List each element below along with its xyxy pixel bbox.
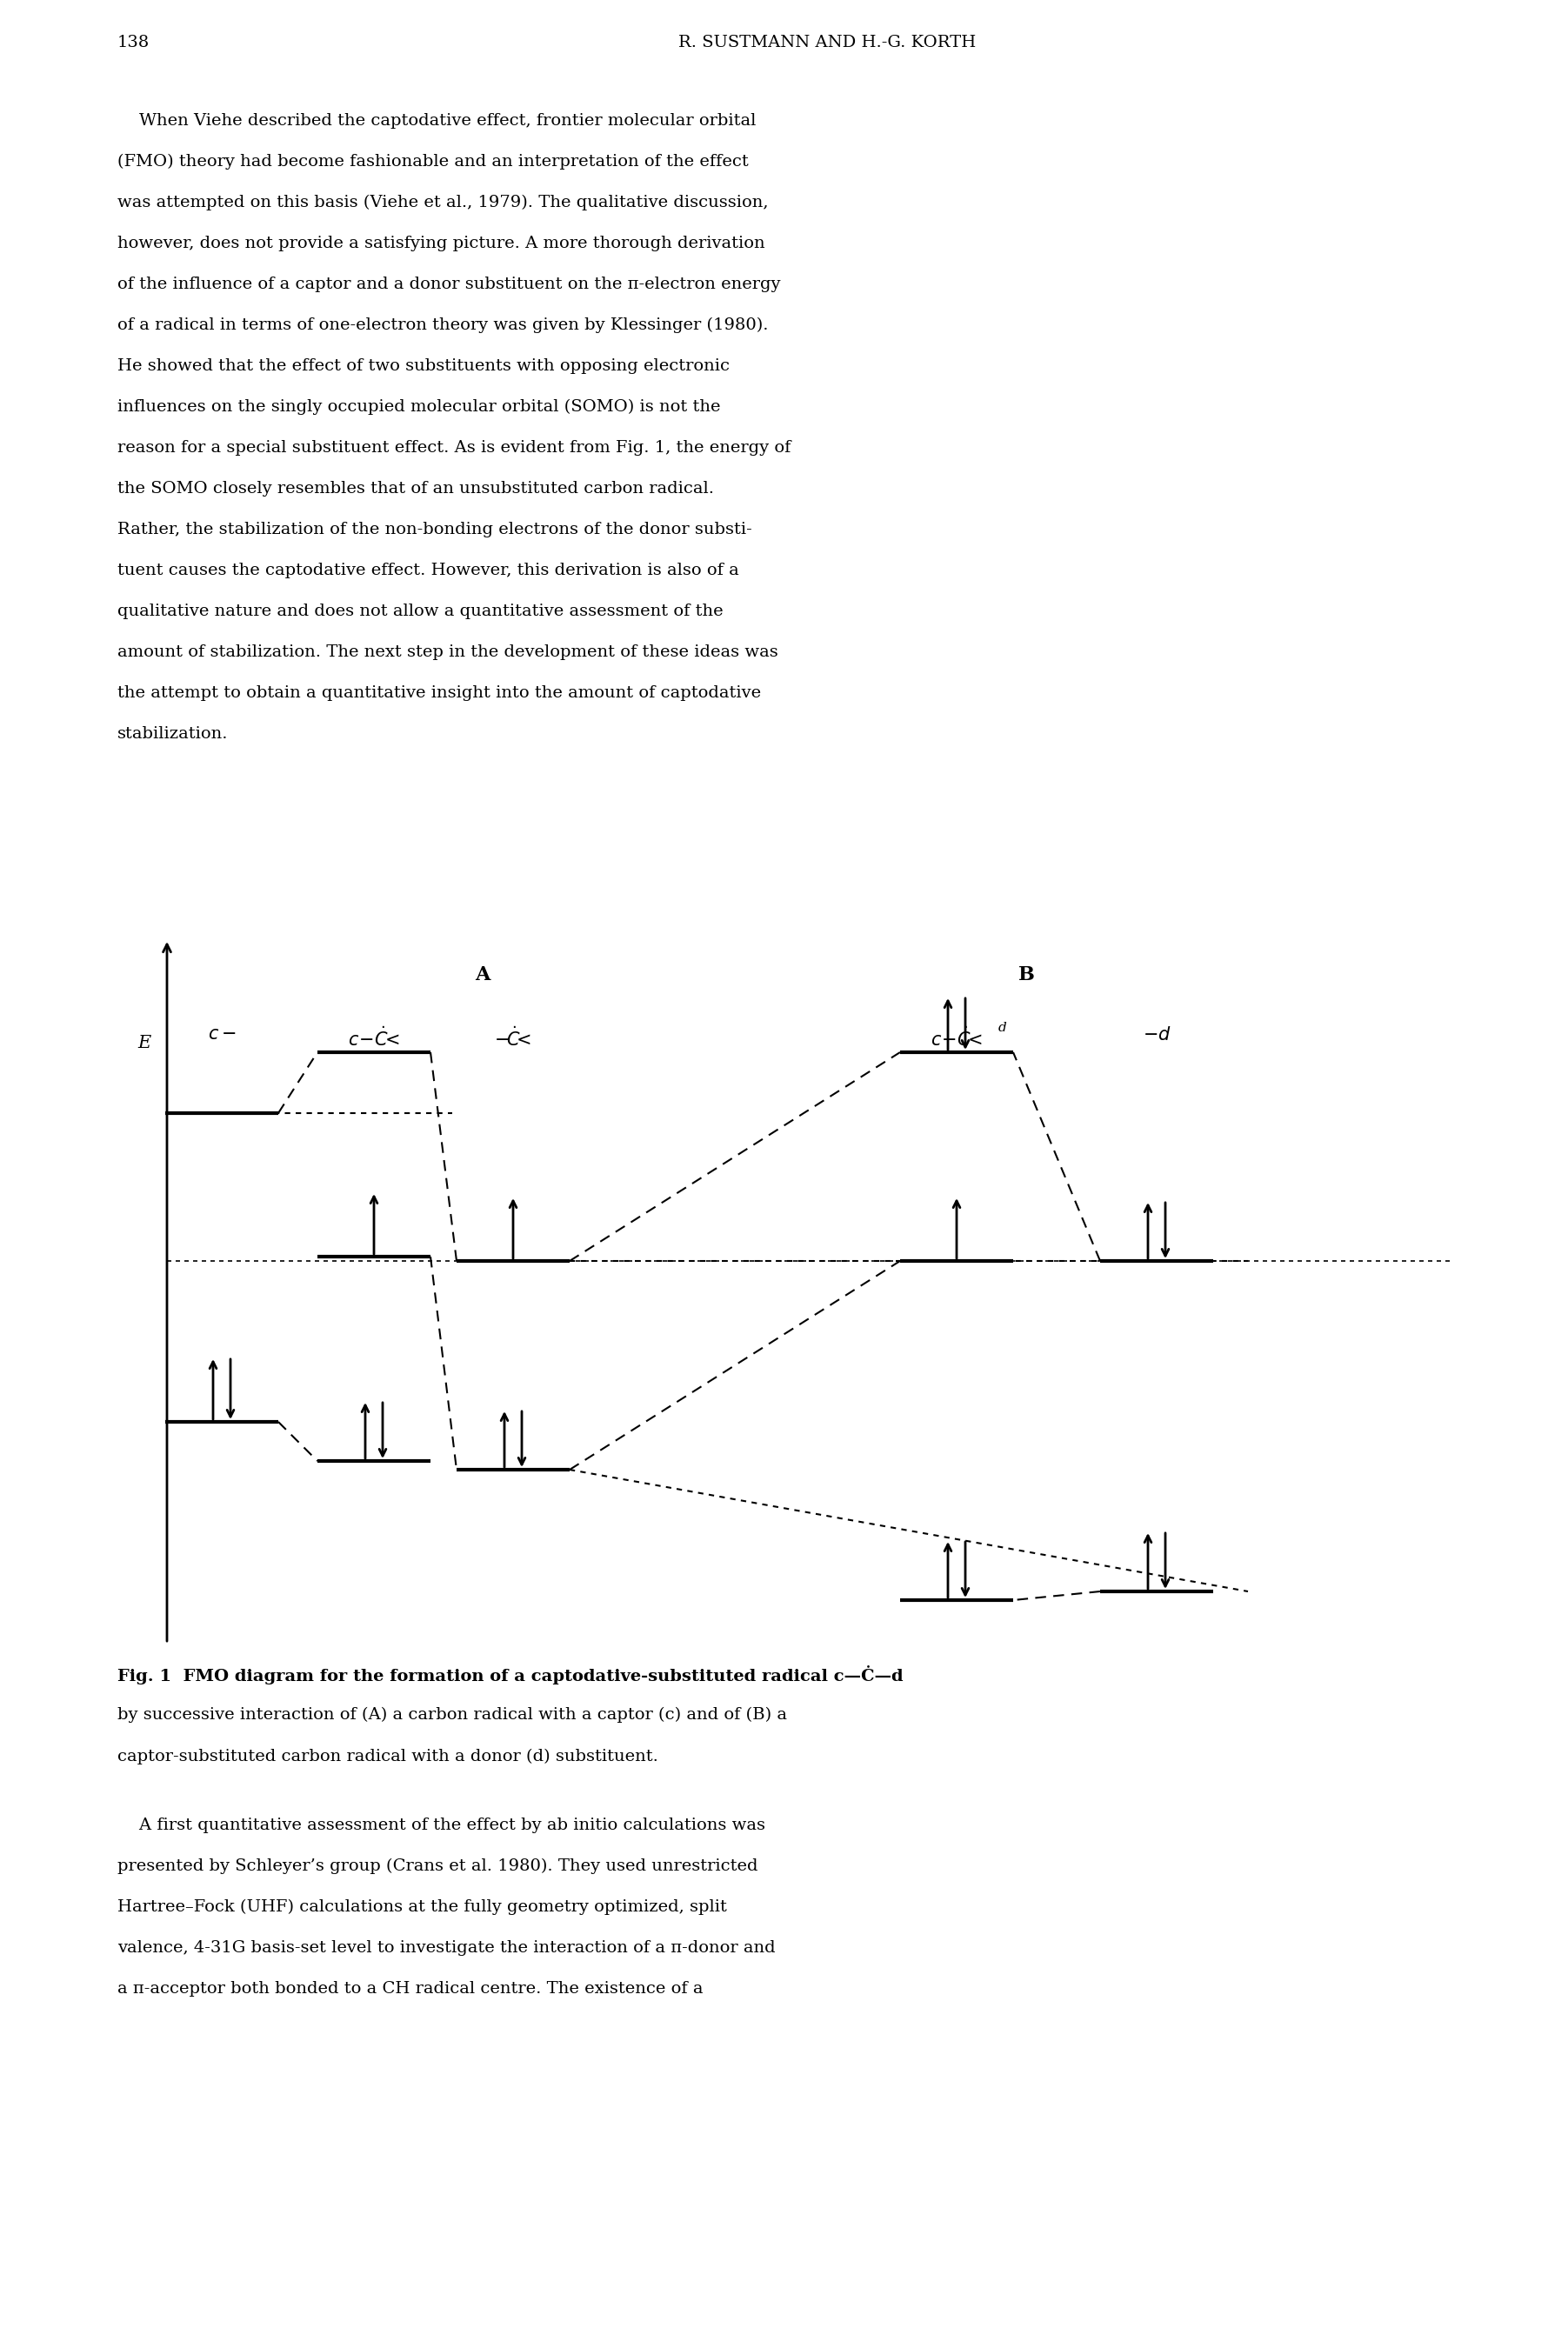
Text: the SOMO closely resembles that of an unsubstituted carbon radical.: the SOMO closely resembles that of an un…	[118, 481, 713, 495]
Text: He showed that the effect of two substituents with opposing electronic: He showed that the effect of two substit…	[118, 359, 729, 373]
Text: of the influence of a captor and a donor substituent on the π-electron energy: of the influence of a captor and a donor…	[118, 277, 781, 291]
Text: presented by Schleyer’s group (Crans et al. 1980). They used unrestricted: presented by Schleyer’s group (Crans et …	[118, 1857, 757, 1874]
Text: influences on the singly occupied molecular orbital (SOMO) is not the: influences on the singly occupied molecu…	[118, 399, 721, 416]
Text: B: B	[1018, 965, 1035, 984]
Text: A: A	[475, 965, 491, 984]
Text: 138: 138	[118, 35, 151, 49]
Text: $c-$: $c-$	[207, 1026, 237, 1043]
Text: $c\!-\!\dot{C}\!\!<$: $c\!-\!\dot{C}\!\!<$	[348, 1026, 400, 1050]
Text: however, does not provide a satisfying picture. A more thorough derivation: however, does not provide a satisfying p…	[118, 235, 765, 251]
Text: E: E	[138, 1035, 152, 1052]
Text: d: d	[999, 1021, 1007, 1033]
Text: $-d$: $-d$	[1143, 1026, 1171, 1043]
Text: A first quantitative assessment of the effect by ab initio calculations was: A first quantitative assessment of the e…	[118, 1817, 765, 1834]
Text: captor-substituted carbon radical with a donor (d) substituent.: captor-substituted carbon radical with a…	[118, 1749, 659, 1766]
Text: the attempt to obtain a quantitative insight into the amount of captodative: the attempt to obtain a quantitative ins…	[118, 686, 760, 702]
Text: reason for a special substituent effect. As is evident from Fig. 1, the energy o: reason for a special substituent effect.…	[118, 439, 790, 456]
Text: $-\!\dot{C}\!\!<$: $-\!\dot{C}\!\!<$	[494, 1026, 532, 1050]
Text: was attempted on this basis (Viehe et al., 1979). The qualitative discussion,: was attempted on this basis (Viehe et al…	[118, 195, 768, 211]
Text: valence, 4-31G basis-set level to investigate the interaction of a π-donor and: valence, 4-31G basis-set level to invest…	[118, 1939, 776, 1956]
Text: of a radical in terms of one-electron theory was given by Klessinger (1980).: of a radical in terms of one-electron th…	[118, 317, 768, 333]
Text: Fig. 1  FMO diagram for the formation of a captodative-substituted radical c—Ċ—d: Fig. 1 FMO diagram for the formation of …	[118, 1665, 903, 1684]
Text: tuent causes the captodative effect. However, this derivation is also of a: tuent causes the captodative effect. How…	[118, 564, 739, 578]
Text: a π-acceptor both bonded to a CH radical centre. The existence of a: a π-acceptor both bonded to a CH radical…	[118, 1982, 702, 1996]
Text: by successive interaction of (A) a carbon radical with a captor (c) and of (B) a: by successive interaction of (A) a carbo…	[118, 1707, 787, 1723]
Text: stabilization.: stabilization.	[118, 726, 229, 742]
Text: qualitative nature and does not allow a quantitative assessment of the: qualitative nature and does not allow a …	[118, 603, 723, 620]
Text: Rather, the stabilization of the non-bonding electrons of the donor substi-: Rather, the stabilization of the non-bon…	[118, 521, 753, 538]
Text: When Viehe described the captodative effect, frontier molecular orbital: When Viehe described the captodative eff…	[118, 113, 756, 129]
Text: R. SUSTMANN AND H.-G. KORTH: R. SUSTMANN AND H.-G. KORTH	[679, 35, 977, 49]
Text: Hartree–Fock (UHF) calculations at the fully geometry optimized, split: Hartree–Fock (UHF) calculations at the f…	[118, 1900, 728, 1916]
Text: (FMO) theory had become fashionable and an interpretation of the effect: (FMO) theory had become fashionable and …	[118, 155, 748, 169]
Text: $c\!-\!\dot{C}\!\!<$: $c\!-\!\dot{C}\!\!<$	[931, 1026, 983, 1050]
Text: amount of stabilization. The next step in the development of these ideas was: amount of stabilization. The next step i…	[118, 643, 778, 660]
